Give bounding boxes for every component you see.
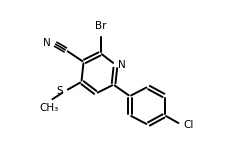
- Text: N: N: [118, 60, 126, 70]
- Text: N: N: [44, 38, 51, 48]
- Text: Cl: Cl: [183, 120, 194, 130]
- Text: S: S: [57, 86, 63, 96]
- Text: Br: Br: [95, 21, 106, 31]
- Text: CH₃: CH₃: [40, 103, 59, 113]
